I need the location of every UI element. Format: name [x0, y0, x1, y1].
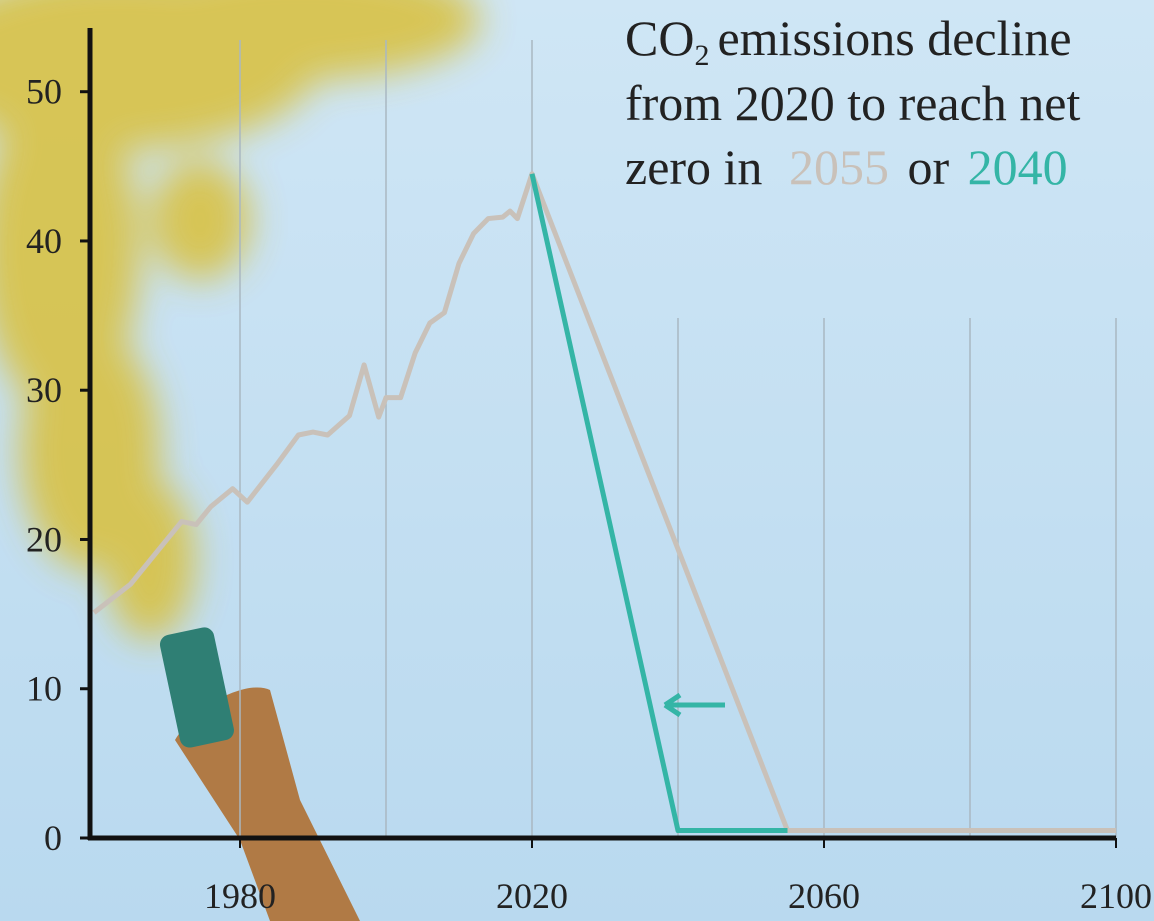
y-tick-label: 40	[26, 221, 62, 261]
y-tick-label: 0	[44, 818, 62, 858]
y-tick-label: 20	[26, 519, 62, 559]
chart-title: zero in 2055 or 2040	[625, 139, 1068, 195]
title-year: 2040	[968, 139, 1068, 195]
title-text: or	[907, 139, 949, 195]
title-text: emissions decline	[717, 10, 1071, 66]
title-text: CO	[625, 10, 694, 66]
x-tick-label: 2060	[788, 876, 860, 916]
title-year: 2055	[789, 139, 889, 195]
x-tick-label: 2020	[496, 876, 568, 916]
y-tick-label: 10	[26, 669, 62, 709]
x-tick-label: 2100	[1080, 876, 1152, 916]
title-subscript: 2	[694, 39, 709, 72]
title-text: zero in	[625, 139, 762, 195]
chart: 1980 2020 2060 2100 0 10 20 30 40 50 CO2emissions…	[0, 0, 1154, 921]
y-tick-label: 30	[26, 370, 62, 410]
y-tick-label: 50	[26, 72, 62, 112]
x-tick-label: 1980	[204, 876, 276, 916]
chart-title: from 2020 to reach net	[625, 75, 1081, 131]
